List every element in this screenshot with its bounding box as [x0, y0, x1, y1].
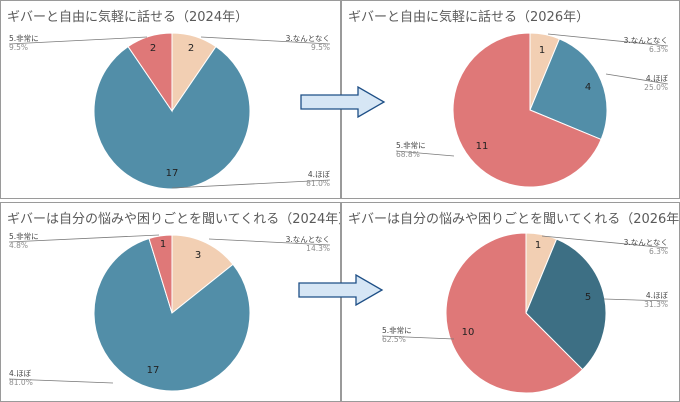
pie-title: ギバーは自分の悩みや困りごとを聞いてくれる（2024年）: [7, 212, 341, 227]
pie-slice: [445, 232, 584, 394]
slice-name-label: 5.非常に: [9, 231, 39, 241]
leader-line: [8, 36, 148, 45]
leader-line: [605, 73, 669, 85]
slice-percent-label: 31.3%: [644, 300, 668, 309]
pie-slice: [525, 238, 607, 371]
slice-percent-label: 25.0%: [644, 83, 668, 92]
leader-line: [200, 36, 331, 45]
slice-name-label: 4.ほぼ: [308, 170, 331, 179]
slice-name-label: 5.非常に: [9, 33, 39, 43]
pie-title: ギバーと自由に気軽に話せる（2024年）: [7, 10, 249, 25]
leader-line: [541, 235, 669, 249]
slice-percent-label: 9.5%: [311, 43, 330, 52]
pie-panel-listen-2024: ギバーは自分の悩みや困りごとを聞いてくれる（2024年） 3 3.なんとなく 14.…: [0, 202, 341, 402]
slice-percent-label: 14.3%: [306, 244, 330, 253]
pie-slice: [529, 38, 608, 141]
slice-name-label: 4.ほぼ: [646, 291, 669, 300]
slice-name-label: 5.非常に: [396, 140, 426, 150]
slice-name-label: 3.なんとなく: [624, 238, 668, 247]
pie-slice: [148, 234, 173, 314]
slice-percent-label: 81.0%: [306, 179, 330, 188]
right-arrow-icon: [300, 86, 386, 118]
leader-line: [603, 298, 669, 302]
pie-slice: [171, 234, 234, 315]
pie-panel-listen-2026: ギバーは自分の悩みや困りごとを聞いてくれる（2026年） 1 3.なんとなく 6.3…: [341, 202, 680, 402]
slice-value-label: 10: [462, 327, 475, 338]
slice-value-label: 1: [539, 45, 545, 56]
slice-percent-label: 6.3%: [649, 45, 668, 54]
pie-slice: [452, 32, 602, 188]
slice-name-label: 5.非常に: [382, 325, 412, 335]
leader-line: [381, 335, 455, 340]
slice-name-label: 4.ほぼ: [9, 369, 32, 378]
leader-line: [208, 238, 331, 246]
pie-title: ギバーは自分の悩みや困りごとを聞いてくれる（2026年）: [348, 212, 680, 227]
leader-line: [8, 234, 160, 243]
slice-percent-label: 68.8%: [396, 150, 420, 159]
slice-value-label: 17: [166, 168, 179, 179]
slice-value-label: 11: [476, 141, 489, 152]
slice-value-label: 1: [160, 239, 166, 250]
slice-name-label: 3.なんとなく: [286, 235, 330, 244]
pie-title: ギバーと自由に気軽に話せる（2026年）: [348, 10, 590, 25]
slice-value-label: 2: [188, 43, 194, 54]
slice-name-label: 3.なんとなく: [286, 34, 330, 43]
slice-name-label: 3.なんとなく: [624, 36, 668, 45]
pie-panel-talk-2026: ギバーと自由に気軽に話せる（2026年） 1 3.なんとなく 6.3% 4 4.ほぼ 25…: [341, 0, 680, 199]
slice-value-label: 1: [535, 240, 541, 251]
pie-slice: [93, 237, 251, 392]
slice-value-label: 5: [585, 292, 591, 303]
pie-slice: [127, 32, 173, 113]
slice-percent-label: 4.8%: [9, 241, 28, 250]
slice-name-label: 4.ほぼ: [646, 74, 669, 83]
pie-slice: [93, 45, 251, 190]
slice-percent-label: 9.5%: [9, 43, 28, 52]
slice-percent-label: 62.5%: [382, 335, 406, 344]
leader-line: [8, 378, 114, 384]
slice-value-label: 3: [195, 250, 201, 261]
slice-value-label: 17: [147, 365, 160, 376]
pie-panel-talk-2024: ギバーと自由に気軽に話せる（2024年） 2 3.なんとなく 9.5% 17 4.ほぼ 8…: [0, 0, 341, 199]
slice-percent-label: 81.0%: [9, 378, 33, 387]
right-arrow-icon: [298, 274, 384, 306]
slice-value-label: 2: [150, 43, 156, 54]
slice-percent-label: 6.3%: [649, 247, 668, 256]
leader-line: [547, 33, 669, 47]
leader-line: [171, 179, 331, 189]
leader-line: [395, 150, 455, 157]
slice-value-label: 4: [585, 82, 591, 93]
